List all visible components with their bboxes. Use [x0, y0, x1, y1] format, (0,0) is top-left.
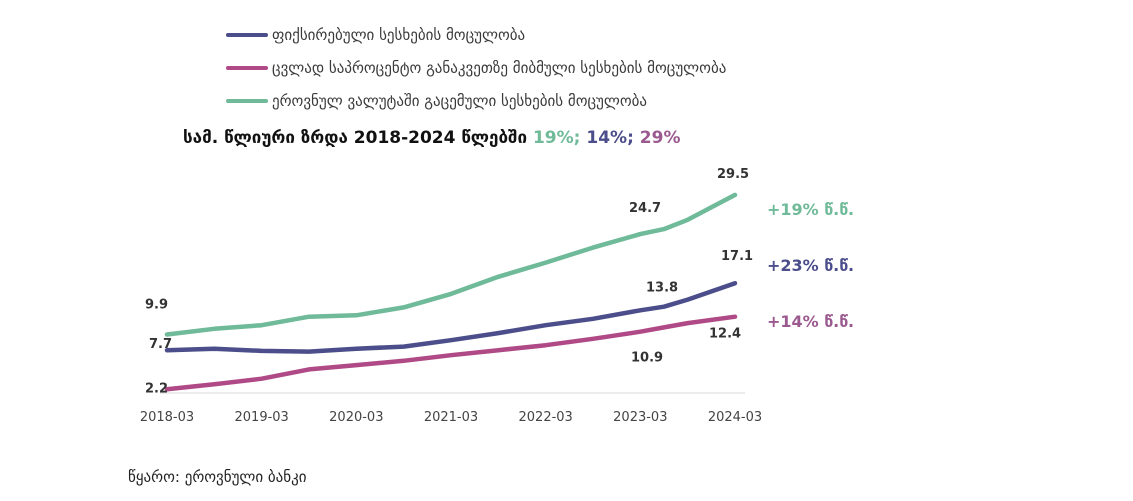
- data-label: 2.2: [145, 381, 168, 396]
- chart-title: სამ. წლიური ზრდა 2018-2024 წლებში 19%; 1…: [183, 128, 681, 148]
- legend-label: ეროვნულ ვალუტაში გაცემული სესხების მოცულ…: [272, 92, 647, 110]
- legend-label: ფიქსირებული სესხების მოცულობა: [272, 26, 525, 44]
- series-lines: [164, 192, 738, 392]
- x-tick-label: 2023-03: [613, 410, 667, 425]
- x-tick-label: 2024-03: [708, 410, 762, 425]
- series-line: [164, 192, 738, 337]
- data-label: 7.7: [149, 337, 172, 352]
- data-label: 29.5: [717, 167, 749, 182]
- x-tick-label: 2020-03: [329, 410, 383, 425]
- series-line: [164, 314, 738, 392]
- data-label: 10.9: [631, 350, 663, 365]
- data-label: 12.4: [709, 327, 741, 342]
- x-axis-ticks: 2018-03 2019-03 2020-03 2021-03 2022-03 2023-…: [140, 410, 762, 425]
- x-tick-label: 2022-03: [519, 410, 573, 425]
- data-label: 13.8: [646, 281, 678, 296]
- growth-labels: +19% წ.წ. +23% წ.წ. +14% წ.წ.: [767, 200, 854, 331]
- x-tick-label: 2019-03: [235, 410, 289, 425]
- source-note: წყარო: ეროვნული ბანკი: [128, 468, 307, 486]
- chart-title-value: 19%;: [533, 128, 586, 148]
- data-label: 17.1: [721, 249, 753, 264]
- legend: ფიქსირებული სესხების მოცულობა ცვლად საპრო…: [226, 26, 726, 110]
- x-tick-label: 2018-03: [140, 410, 194, 425]
- data-labels: 7.7 13.8 17.1 2.2 10.9 12.4 9.9 24.7 29.5: [145, 167, 753, 396]
- growth-label: +23% წ.წ.: [767, 256, 854, 275]
- data-label: 9.9: [145, 298, 168, 313]
- series-line: [164, 280, 738, 354]
- chart-title-text: სამ. წლიური ზრდა 2018-2024 წლებში: [183, 128, 533, 148]
- data-label: 24.7: [629, 201, 661, 216]
- x-tick-label: 2021-03: [424, 410, 478, 425]
- legend-label: ცვლად საპროცენტო განაკვეთზე მიბმული სესხ…: [272, 59, 726, 77]
- growth-label: +14% წ.წ.: [767, 312, 854, 331]
- growth-label: +19% წ.წ.: [767, 200, 854, 219]
- chart-title-value: 29%: [640, 128, 681, 148]
- chart-title-value: 14%;: [586, 128, 639, 148]
